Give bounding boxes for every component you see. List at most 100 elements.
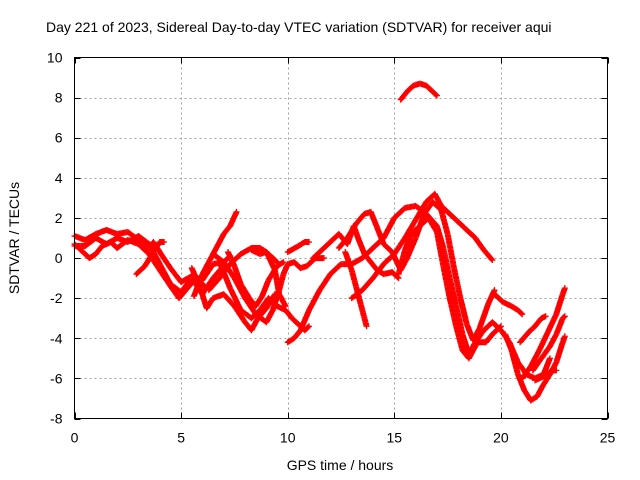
series-segment	[134, 264, 147, 277]
y-tick-label: 8	[55, 90, 63, 106]
series-markers	[515, 308, 525, 317]
series-segment	[453, 304, 466, 336]
series-markers	[381, 252, 397, 267]
series-sat-D	[133, 239, 168, 278]
series-segment	[453, 324, 466, 352]
series-segment	[483, 332, 495, 345]
series-segment	[249, 308, 262, 321]
series-markers	[345, 222, 359, 240]
series-segment	[249, 316, 261, 333]
series-segment	[264, 308, 276, 324]
series-markers	[526, 324, 538, 335]
series-markers	[520, 364, 533, 381]
series-segment	[553, 340, 566, 365]
series-markers	[227, 210, 239, 228]
series-segment	[398, 89, 410, 102]
series-segment	[259, 278, 271, 298]
y-tick-label: 2	[55, 210, 63, 226]
series-markers	[242, 296, 258, 317]
series-markers	[253, 294, 265, 309]
series-segment	[440, 246, 453, 280]
data-point	[489, 257, 496, 264]
series-markers	[249, 316, 261, 333]
series-markers	[200, 252, 216, 276]
data-point	[306, 239, 313, 246]
series-segment	[87, 251, 98, 261]
series-segment	[473, 236, 487, 252]
series-markers	[517, 330, 531, 345]
y-tick-label: -8	[50, 411, 63, 427]
series-segment	[451, 266, 464, 300]
series-segment	[225, 250, 237, 268]
series-markers	[93, 244, 105, 256]
series-segment	[362, 252, 373, 265]
series-segment	[168, 266, 184, 284]
data-point	[561, 333, 568, 340]
series-markers	[191, 272, 205, 298]
series-segment	[447, 296, 459, 328]
series-markers	[440, 246, 453, 280]
y-tick-label: 6	[55, 130, 63, 146]
series-segment	[392, 205, 407, 220]
series-markers	[263, 250, 278, 272]
series-markers	[232, 304, 248, 325]
series-markers	[466, 340, 480, 361]
series-segment	[263, 250, 278, 272]
series-segment	[528, 394, 540, 403]
data-point	[282, 303, 289, 310]
series-markers	[83, 231, 98, 243]
series-segment	[157, 262, 173, 286]
series-segment	[217, 260, 233, 290]
data-series	[71, 80, 568, 404]
series-markers	[283, 308, 295, 321]
series-segment	[253, 294, 265, 309]
series-segment	[545, 312, 559, 335]
data-point	[363, 323, 370, 330]
series-segment	[530, 356, 544, 373]
series-markers	[447, 276, 459, 308]
series-segment	[206, 276, 222, 293]
series-segment	[221, 260, 237, 280]
series-segment	[440, 264, 453, 300]
series-markers	[444, 232, 457, 270]
series-segment	[438, 208, 451, 236]
series-segment	[477, 302, 491, 330]
series-markers	[456, 219, 469, 233]
data-point	[161, 239, 168, 246]
series-sat-Q	[348, 190, 496, 302]
chart-title: Day 221 of 2023, Sidereal Day-to-day VTE…	[46, 19, 552, 35]
x-tick-label: 5	[177, 430, 185, 446]
series-markers	[404, 236, 419, 260]
series-markers	[409, 223, 422, 237]
series-segment	[349, 287, 365, 301]
series-segment	[466, 340, 480, 361]
series-sat-L	[284, 239, 313, 256]
data-point	[519, 311, 526, 318]
series-sat-R	[395, 214, 504, 362]
series-markers	[430, 89, 440, 98]
series-segment	[311, 247, 324, 261]
series-segment	[204, 296, 216, 311]
x-tick-label: 15	[387, 430, 403, 446]
series-markers	[553, 316, 566, 336]
series-segment	[231, 264, 244, 286]
series-markers	[392, 205, 407, 220]
series-segment	[298, 308, 312, 332]
x-tick-label: 25	[600, 430, 616, 446]
series-markers	[530, 356, 544, 373]
series-segment	[227, 210, 239, 228]
series-segment	[456, 219, 469, 233]
series-segment	[404, 236, 419, 260]
data-point	[497, 323, 504, 330]
series-segment	[492, 292, 506, 305]
series-sat-P	[342, 249, 370, 330]
series-segment	[508, 348, 521, 376]
series-markers	[136, 233, 152, 247]
series-markers	[87, 251, 98, 261]
series-markers	[451, 266, 464, 300]
series-segment	[381, 216, 397, 240]
series-markers	[168, 266, 184, 284]
series-segment	[345, 222, 359, 240]
series-segment	[381, 252, 397, 267]
